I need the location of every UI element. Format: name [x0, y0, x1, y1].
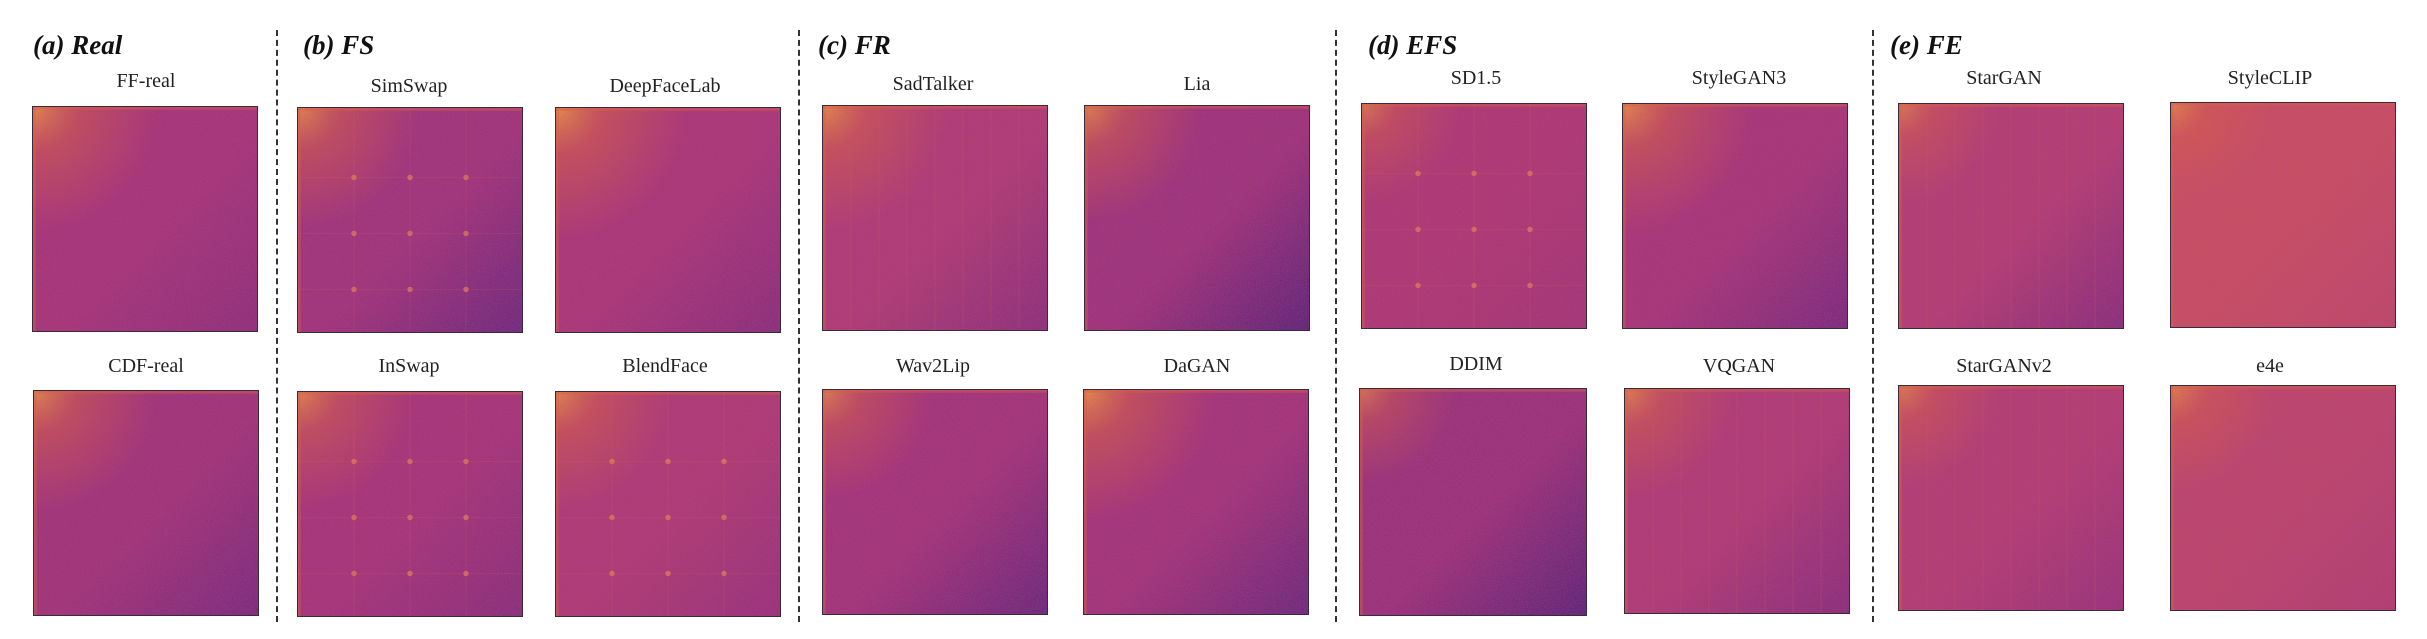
spectrum-sd15	[1361, 103, 1587, 329]
label-sd15: SD1.5	[1450, 67, 1502, 89]
divider-1	[276, 30, 278, 622]
spectrum-noise	[2171, 386, 2395, 610]
spectrum-noise	[298, 392, 522, 616]
label-ff-real: FF-real	[116, 70, 176, 92]
label-vqgan: VQGAN	[1702, 355, 1776, 377]
spectrum-noise	[1362, 104, 1586, 328]
spectrum-noise	[33, 107, 257, 331]
label-dagan: DaGAN	[1163, 355, 1231, 377]
label-inswap: InSwap	[378, 355, 440, 377]
label-stargan: StarGAN	[1966, 67, 2042, 89]
spectrum-sadtalker	[822, 105, 1048, 331]
spectrum-deepfacelab	[555, 107, 781, 333]
spectrum-noise	[823, 390, 1047, 614]
label-wav2lip: Wav2Lip	[896, 355, 970, 377]
label-lia: Lia	[1183, 73, 1211, 95]
spectrum-wav2lip	[822, 389, 1048, 615]
spectrum-noise	[823, 106, 1047, 330]
label-deepfacelab: DeepFaceLab	[609, 75, 721, 97]
spectrum-dagan	[1083, 389, 1309, 615]
group-title-fr: (c) FR	[818, 30, 891, 60]
group-title-efs: (d) EFS	[1368, 30, 1458, 60]
divider-3	[1335, 30, 1337, 622]
label-styleclip: StyleCLIP	[2227, 67, 2313, 89]
label-e4e: e4e	[2256, 355, 2284, 377]
spectrum-noise	[1625, 389, 1849, 613]
spectrum-noise	[1899, 104, 2123, 328]
spectrum-noise	[1084, 390, 1308, 614]
label-ddim: DDIM	[1449, 353, 1503, 375]
spectrum-ff-real	[32, 106, 258, 332]
label-sadtalker: SadTalker	[892, 73, 974, 95]
divider-4	[1872, 30, 1874, 622]
spectrum-noise	[298, 108, 522, 332]
spectrum-stylegan3	[1622, 103, 1848, 329]
spectrum-ddim	[1359, 388, 1587, 616]
spectrum-noise	[556, 108, 780, 332]
spectrum-noise	[1623, 104, 1847, 328]
label-stylegan3: StyleGAN3	[1691, 67, 1787, 89]
spectrum-noise	[1085, 106, 1309, 330]
spectrum-styleclip	[2170, 102, 2396, 328]
spectrum-cdf-real	[33, 390, 259, 616]
spectrum-lia	[1084, 105, 1310, 331]
spectrum-blendface	[555, 391, 781, 617]
spectrum-noise	[556, 392, 780, 616]
label-blendface: BlendFace	[622, 355, 708, 377]
spectrum-noise	[2171, 103, 2395, 327]
group-title-real: (a) Real	[33, 30, 123, 60]
spectrum-starganv2	[1898, 385, 2124, 611]
spectrum-stargan	[1898, 103, 2124, 329]
spectrum-simswap	[297, 107, 523, 333]
label-simswap: SimSwap	[370, 75, 448, 97]
spectrum-noise	[34, 391, 258, 615]
spectrum-inswap	[297, 391, 523, 617]
label-cdf-real: CDF-real	[108, 355, 184, 377]
spectrum-vqgan	[1624, 388, 1850, 614]
divider-2	[798, 30, 800, 622]
spectrum-noise	[1899, 386, 2123, 610]
group-title-fs: (b) FS	[303, 30, 375, 60]
spectrum-noise	[1360, 389, 1586, 615]
spectrum-e4e	[2170, 385, 2396, 611]
group-title-fe: (e) FE	[1890, 30, 1963, 60]
label-starganv2: StarGANv2	[1956, 355, 2052, 377]
